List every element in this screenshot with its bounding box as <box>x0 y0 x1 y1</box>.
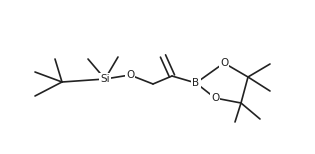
Text: O: O <box>220 58 228 68</box>
Text: Si: Si <box>100 74 110 84</box>
Text: B: B <box>192 78 200 88</box>
Text: O: O <box>211 93 219 103</box>
Text: O: O <box>126 70 134 80</box>
